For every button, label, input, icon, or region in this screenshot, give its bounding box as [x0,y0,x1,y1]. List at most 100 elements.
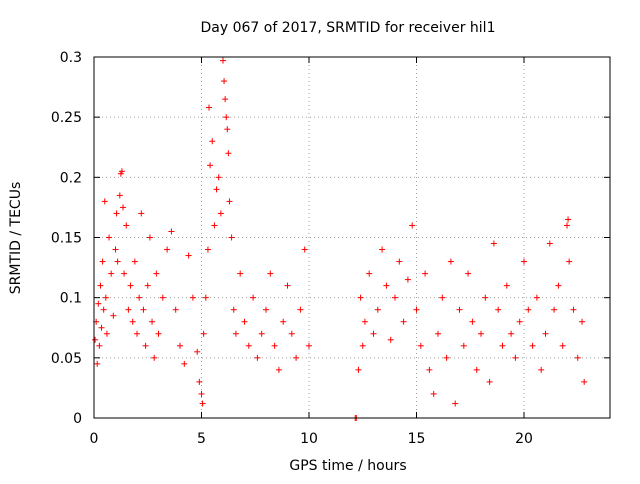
data-point [456,306,463,313]
data-point [196,378,203,385]
data-point [226,198,233,205]
data-point [98,324,105,331]
data-point [211,222,218,229]
data-point [366,270,373,277]
data-point [525,306,532,313]
data-point [565,216,572,223]
data-point [579,318,586,325]
data-point [245,342,252,349]
x-axis-label: GPS time / hours [289,458,406,474]
y-tick-label: 0.1 [60,291,82,307]
data-point [374,306,381,313]
data-point [297,306,304,313]
data-point [516,318,523,325]
data-point [546,240,553,247]
data-point [110,312,117,319]
data-point [409,222,416,229]
data-point [114,258,121,265]
x-tick-label: 15 [408,431,426,447]
data-point [96,342,103,349]
data-point [521,258,527,265]
data-point [508,330,515,337]
data-point [223,114,230,121]
data-point [254,354,261,361]
data-point [101,198,108,205]
data-point [258,330,265,337]
data-point [222,96,229,103]
data-point [106,234,113,241]
data-point [284,282,291,289]
data-point [482,294,489,301]
data-point [379,246,386,253]
data-point [99,258,106,265]
data-point [94,360,101,367]
data-point [209,138,216,145]
data-point [538,366,545,373]
data-point [551,306,558,313]
data-point [400,318,407,325]
data-point [181,360,188,367]
data-point [370,330,377,337]
data-point [113,210,120,217]
data-point [490,240,497,247]
data-point [361,318,368,325]
data-point [134,330,140,337]
grid-lines [94,56,610,418]
x-tick-label: 10 [300,431,318,447]
data-point [581,378,588,385]
data-point [213,186,220,193]
data-point [430,390,437,397]
data-point [138,210,145,217]
data-point [301,246,308,253]
data-point [103,330,110,337]
data-point [221,78,228,85]
data-point [435,330,441,337]
data-point [512,354,519,361]
data-point [499,342,506,349]
data-point [202,294,209,301]
data-point [566,258,573,265]
data-point [473,366,480,373]
data-point [460,342,467,349]
data-point [120,204,127,211]
data-point [306,342,312,349]
data-point [172,306,179,313]
y-tick-label: 0.3 [60,50,82,66]
data-point [204,246,211,253]
data-point [232,330,239,337]
data-point [392,294,398,301]
data-point [469,318,476,325]
data-point [136,294,143,301]
data-point [142,342,149,349]
data-point [574,354,581,361]
data-point [555,282,562,289]
data-point [123,222,130,229]
data-point [422,270,429,277]
x-tick-label: 0 [90,431,99,447]
data-point [293,354,300,361]
data-point [149,318,156,325]
data-point [355,366,362,373]
data-point [127,282,134,289]
data-point [153,270,160,277]
data-point [164,246,171,253]
data-point [413,306,420,313]
data-point [100,306,107,313]
data-point [443,354,450,361]
data-point [97,282,104,289]
data-point [200,330,207,337]
data-point [495,306,502,313]
data-point [465,270,472,277]
data-point [194,348,201,355]
data-point [102,294,109,301]
data-point [144,282,151,289]
data-point [95,300,102,307]
data-point [92,336,99,343]
data-point [151,354,158,361]
data-point [225,150,232,157]
data-point [215,174,222,181]
data-point [404,276,411,283]
data-point [263,306,269,313]
data-point [155,330,162,337]
